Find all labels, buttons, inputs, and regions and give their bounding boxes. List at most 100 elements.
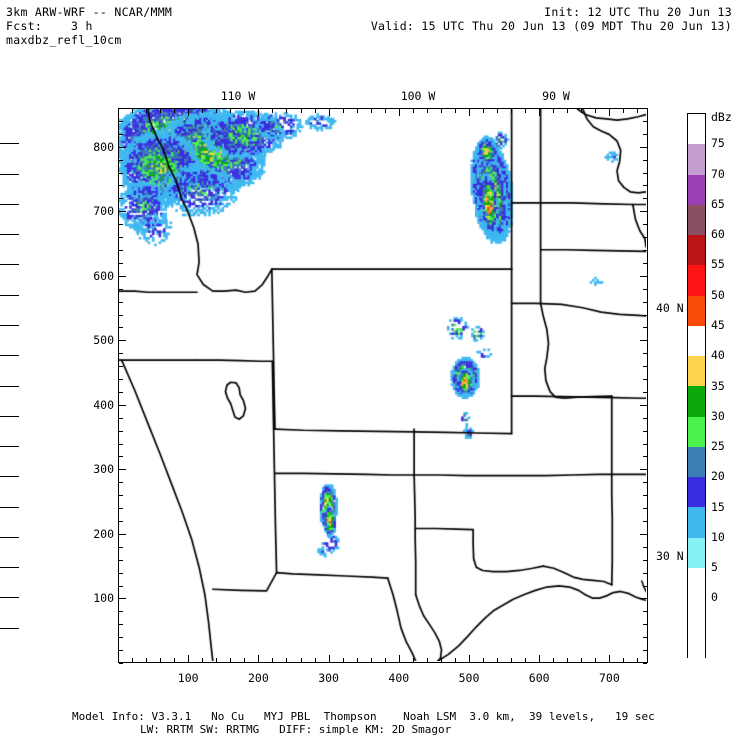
tick-mark	[119, 237, 123, 239]
colorbar-separator	[0, 385, 19, 387]
tick-mark	[643, 314, 647, 316]
tick-mark	[160, 658, 162, 662]
tick-mark	[643, 417, 647, 419]
y-axis-tick-label: 500	[93, 333, 114, 348]
tick-mark	[146, 658, 148, 662]
tick-mark	[328, 109, 330, 116]
tick-mark	[497, 109, 499, 113]
tick-mark	[567, 658, 569, 662]
tick-mark	[643, 546, 647, 548]
forecast-hour: Fcst: 3 h	[6, 19, 93, 33]
tick-mark	[553, 109, 555, 113]
tick-mark	[160, 109, 162, 113]
tick-mark	[553, 658, 555, 662]
tick-mark	[216, 658, 218, 662]
tick-mark	[643, 237, 647, 239]
tick-mark	[119, 585, 123, 587]
y-axis-tick-label: 400	[93, 397, 114, 412]
colorbar-tick-label: 0	[711, 590, 718, 605]
tick-mark	[643, 249, 647, 251]
tick-mark	[119, 172, 123, 174]
tick-mark	[640, 146, 647, 148]
tick-mark	[146, 109, 148, 113]
tick-mark	[643, 521, 647, 523]
tick-mark	[119, 262, 123, 264]
colorbar-tick-label: 35	[711, 378, 725, 393]
tick-mark	[230, 658, 232, 662]
tick-mark	[119, 443, 123, 445]
tick-mark	[643, 585, 647, 587]
tick-mark	[497, 658, 499, 662]
colorbar-tick-label: 20	[711, 469, 725, 484]
colorbar-separator	[0, 355, 19, 357]
tick-mark	[643, 172, 647, 174]
tick-mark	[286, 109, 288, 113]
colorbar-separator	[0, 324, 19, 326]
y-axis-tick-label: 300	[93, 462, 114, 477]
colorbar-tick-label: 5	[711, 560, 718, 575]
tick-mark	[272, 109, 274, 113]
latitude-label: 30 N	[656, 549, 684, 563]
tick-mark	[328, 655, 330, 662]
tick-mark	[314, 109, 316, 113]
colorbar-tick-label: 15	[711, 499, 725, 514]
tick-mark	[567, 109, 569, 113]
colorbar-separator	[0, 446, 19, 448]
tick-mark	[119, 391, 123, 393]
tick-mark	[119, 533, 126, 535]
tick-mark	[640, 533, 647, 535]
latitude-label: 40 N	[656, 301, 684, 315]
tick-mark	[244, 658, 246, 662]
tick-mark	[640, 469, 647, 471]
tick-mark	[314, 658, 316, 662]
tick-mark	[119, 598, 126, 600]
tick-mark	[342, 109, 344, 113]
tick-mark	[483, 109, 485, 113]
tick-mark	[300, 109, 302, 113]
tick-mark	[356, 109, 358, 113]
map-plot-frame[interactable]	[118, 108, 648, 663]
colorbar-band	[688, 416, 705, 447]
tick-mark	[643, 327, 647, 329]
tick-mark	[643, 611, 647, 613]
colorbar-separator	[0, 173, 19, 175]
colorbar-separator	[0, 536, 19, 538]
tick-mark	[412, 658, 414, 662]
tick-mark	[640, 340, 647, 342]
tick-mark	[640, 598, 647, 600]
tick-mark	[118, 109, 119, 113]
tick-mark	[119, 379, 123, 381]
valid-time: Valid: 15 UTC Thu 20 Jun 13 (09 MDT Thu …	[370, 19, 732, 33]
y-axis-tick-label: 200	[93, 526, 114, 541]
colorbar-separator	[0, 597, 19, 599]
colorbar-band	[688, 174, 705, 205]
colorbar-band	[688, 507, 705, 538]
x-axis-tick-label: 600	[528, 671, 550, 685]
tick-mark	[119, 508, 123, 510]
tick-mark	[370, 658, 372, 662]
tick-mark	[202, 109, 204, 113]
colorbar-band	[688, 114, 705, 145]
tick-mark	[119, 482, 123, 484]
tick-mark	[440, 109, 442, 113]
tick-mark	[118, 658, 119, 662]
colorbar-separator	[0, 627, 19, 629]
tick-mark	[356, 658, 358, 662]
tick-mark	[426, 109, 428, 113]
tick-mark	[119, 650, 123, 652]
field-name: maxdbz_refl_10cm	[6, 33, 122, 47]
reflectivity-colorbar[interactable]	[687, 113, 706, 659]
colorbar-tick-label: 55	[711, 257, 725, 272]
colorbar-separator	[0, 143, 19, 145]
tick-mark	[119, 456, 123, 458]
x-axis-tick-label: 100	[177, 671, 199, 685]
tick-mark	[511, 658, 513, 662]
model-info-line-1: Model Info: V3.3.1 No Cu MYJ PBL Thompso…	[72, 710, 655, 723]
tick-mark	[119, 340, 126, 342]
tick-mark	[300, 658, 302, 662]
x-axis-tick-label: 700	[599, 671, 620, 685]
tick-mark	[119, 624, 123, 626]
longitude-label: 90 W	[542, 89, 570, 103]
tick-mark	[643, 301, 647, 303]
tick-mark	[595, 109, 597, 113]
